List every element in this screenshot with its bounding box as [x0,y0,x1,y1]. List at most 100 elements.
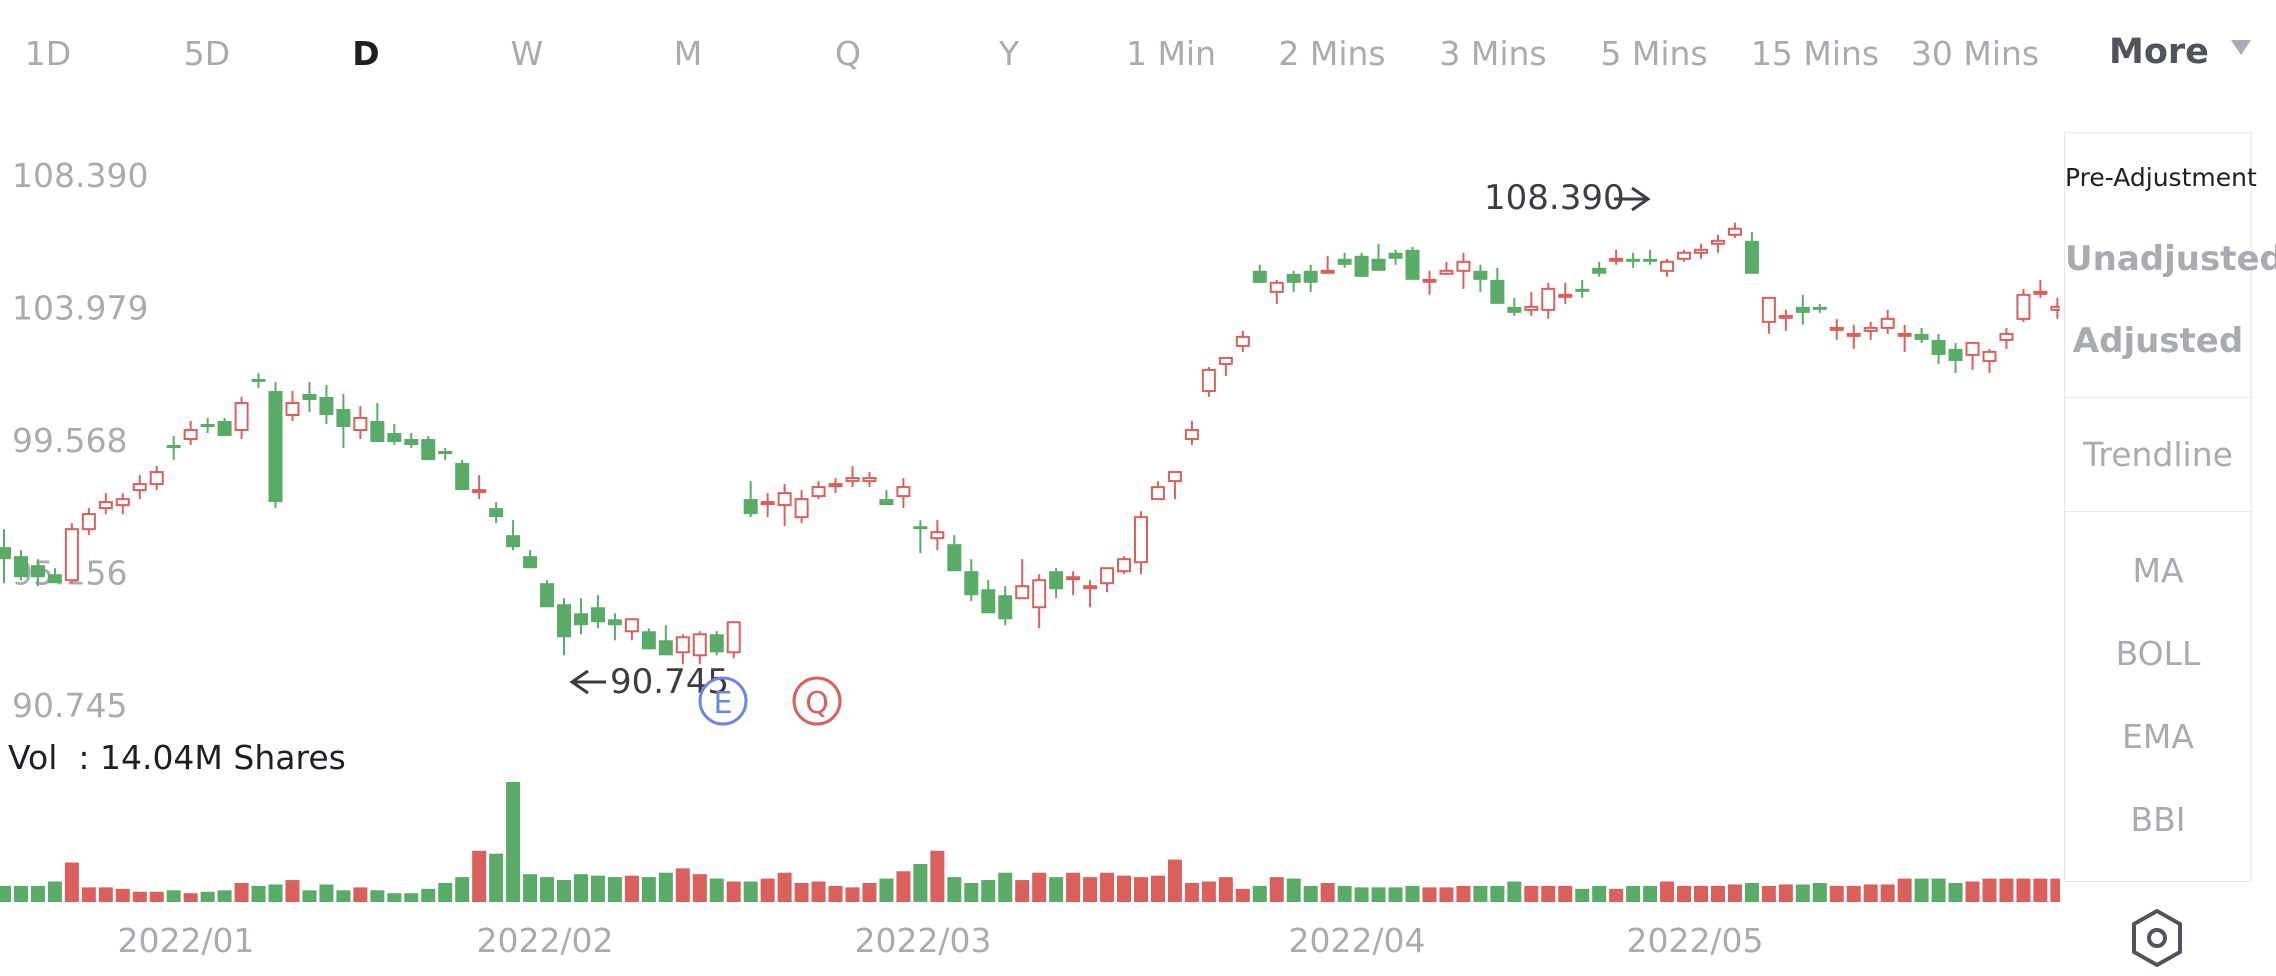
unadjusted-option[interactable]: Unadjusted [2065,239,2276,279]
volume-bar [1575,888,1590,902]
volume-bar [811,881,826,902]
candle [540,580,555,608]
tab-m[interactable]: M [673,34,703,73]
candle [455,460,470,491]
candle [1235,330,1250,352]
volume-bar [1626,885,1641,902]
period-tabs: 1D 5D D W M Q Y 1 Min 2 Mins 3 Mins 5 Mins 15 Mins 3… [0,0,2276,118]
volume-bar [709,878,724,902]
tab-3-mins[interactable]: 3 Mins [1439,34,1547,73]
price-tick-label: 103.979 [12,288,148,327]
volume-bar [726,881,741,902]
candle [1286,270,1301,292]
tab-15-mins[interactable]: 15 Mins [1750,34,1880,73]
tab-d[interactable]: D [352,34,380,73]
candle [1744,231,1759,274]
volume-bar [1235,888,1250,902]
candle [981,580,996,614]
tab-2-mins[interactable]: 2 Mins [1278,34,1386,73]
tab-5-mins[interactable]: 5 Mins [1600,34,1708,73]
candle [1303,264,1318,292]
candle [64,523,79,584]
candle [1880,309,1895,334]
tab-5d[interactable]: 5D [183,34,231,73]
volume-bar [1778,884,1793,902]
volume-bar [1931,878,1946,902]
tab-1-min[interactable]: 1 Min [1125,34,1217,73]
event-marker-q-label: Q [805,686,829,721]
arrow-right-icon [1614,186,1651,212]
volume-bar [1795,884,1810,902]
volume-bar [1982,878,1997,902]
event-marker-q[interactable]: Q [792,676,842,726]
volume-bar [13,885,28,902]
indicator-ema[interactable]: EMA [2122,717,2194,756]
volume-bar [2033,878,2048,902]
settings-hexagon-icon[interactable] [2130,908,2184,968]
tab-w[interactable]: W [510,34,544,73]
candle [726,621,741,659]
volume-bar [30,885,45,902]
price-tick-label: 90.745 [12,686,127,725]
trendline-option[interactable]: Trendline [2083,435,2233,474]
candle [1931,333,1946,364]
candle [1965,341,1980,370]
indicator-bbi[interactable]: BBI [2130,800,2186,839]
volume-bar [404,893,419,902]
candle [1643,249,1658,265]
volume-bar [217,890,232,902]
volume-bar [675,868,690,902]
volume-bar [2016,878,2031,902]
volume-bar [1660,881,1675,902]
volume-bar [692,874,707,902]
volume-bar [1015,880,1030,902]
volume-bar [1914,878,1929,902]
volume-bar [1880,884,1895,902]
more-button[interactable]: More [2109,32,2251,72]
candle [336,393,351,449]
date-tick-label: 2022/03 [854,921,991,960]
tab-30-mins[interactable]: 30 Mins [1910,34,2040,73]
candle [404,433,419,449]
indicator-ma[interactable]: MA [2132,551,2184,590]
volume-bar [438,882,453,902]
volume-bar [1558,885,1573,902]
candle [913,520,928,554]
volume-bar [353,887,368,902]
volume-bar [1422,887,1437,902]
event-marker-e[interactable]: E [698,676,748,726]
volume-bar [1320,882,1335,902]
candle [523,550,538,569]
candle [217,417,232,437]
candle [947,535,962,572]
volume-bar [523,874,538,902]
adjusted-option[interactable]: Adjusted [2072,321,2244,361]
candle [862,472,877,488]
volume-bar [1100,872,1115,902]
volume-bar [1694,885,1708,902]
candle [1032,574,1047,629]
candle [1439,261,1454,275]
tab-y[interactable]: Y [998,34,1020,73]
candle [353,405,368,440]
volume-bar [641,877,656,902]
candle [2033,279,2048,298]
candle [472,475,487,500]
volume-bar [624,875,639,902]
candle [1727,222,1742,238]
volume-bar [149,891,164,902]
candle [998,586,1013,626]
candle [1507,297,1522,316]
date-axis: 2022/01 2022/02 2022/03 2022/04 2022/05 [117,921,1763,960]
volume-bar [1829,885,1844,902]
volume-bar [1846,885,1861,902]
candle [879,490,894,506]
date-tick-label: 2022/02 [476,921,613,960]
indicator-boll[interactable]: BOLL [2115,634,2201,673]
tab-1d[interactable]: 1D [24,34,72,73]
candle [98,493,113,515]
candle [166,436,181,461]
candle [1778,309,1793,331]
tab-q[interactable]: Q [835,34,861,73]
